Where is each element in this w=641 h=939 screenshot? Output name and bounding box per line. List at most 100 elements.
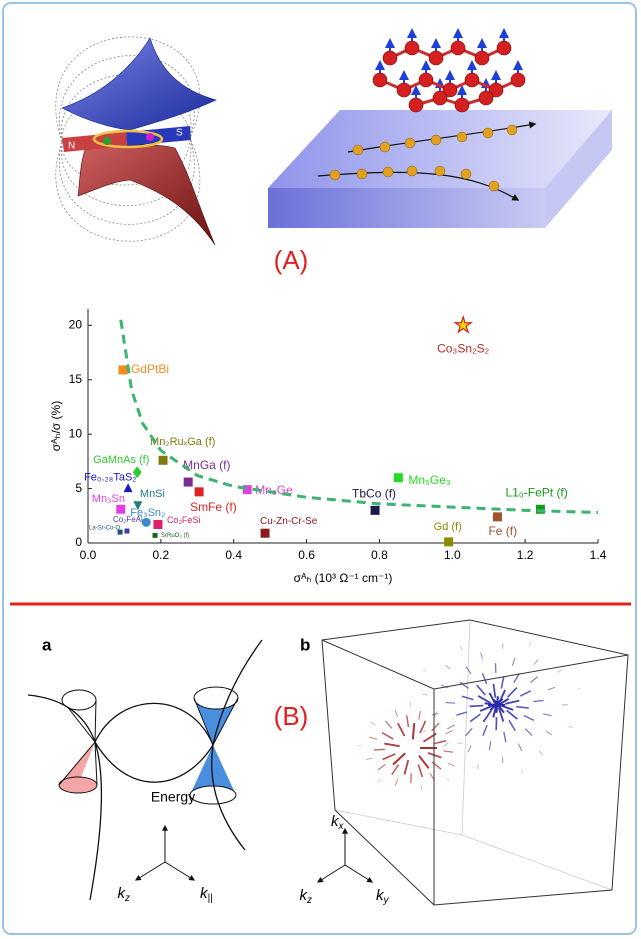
axis-label: kx (331, 813, 345, 832)
field-arrow (488, 741, 492, 751)
field-arrow (523, 714, 535, 722)
field-arrow (480, 652, 483, 660)
field-arrow (501, 756, 504, 764)
field-arrow (443, 742, 449, 747)
point-label: GaMnAs (f) (93, 454, 149, 466)
field-arrow (433, 711, 438, 717)
atom (478, 90, 494, 106)
data-point (535, 504, 545, 514)
data-point (118, 365, 128, 375)
field-arrow (497, 689, 506, 705)
subpanel-label: b (300, 635, 310, 654)
field-arrow (519, 690, 532, 697)
point-label: Mn₃Sn (92, 493, 125, 505)
field-arrow (543, 713, 552, 717)
field-arrow (533, 699, 544, 703)
field-arrow (391, 764, 400, 776)
data-point (393, 473, 403, 483)
field-arrow (511, 657, 516, 666)
field-arrow (469, 704, 484, 708)
field-arrow (556, 669, 562, 673)
field-arrow (545, 730, 553, 736)
atom (464, 72, 480, 88)
field-arrow (406, 715, 410, 728)
data-point (453, 314, 474, 334)
atom (404, 40, 420, 56)
field-arrow (547, 686, 556, 691)
field-arrow (433, 740, 447, 745)
field-arrow (381, 732, 394, 740)
field-arrow (513, 673, 520, 683)
point-label: L1₀-FePt (f) (505, 485, 567, 499)
y-tick-label: 10 (69, 426, 83, 440)
field-arrow (479, 704, 495, 712)
field-arrow (417, 764, 424, 778)
fit-line (119, 319, 599, 515)
field-arrow (403, 759, 410, 775)
atom (442, 82, 458, 98)
field-arrow (481, 673, 488, 685)
scatter-chart: 0.0 0.2 0.4 0.6 0.8 1.0 1.2 1.4 0 5 10 15 20 σᴬₕ (10³… (49, 309, 607, 585)
field-arrow (477, 764, 479, 770)
atom (454, 97, 470, 113)
field-arrow (384, 742, 400, 748)
field-arrow (423, 669, 427, 672)
point-label: Gd (f) (434, 521, 462, 533)
x-tick-label: 1.2 (517, 548, 534, 562)
field-arrow (461, 695, 474, 701)
field-arrow (370, 721, 376, 726)
atom (488, 82, 504, 98)
point-label: La-Sr-Co-O (89, 526, 120, 532)
data-point (123, 483, 133, 493)
point-label: Fe₃Sn₂ (130, 507, 165, 519)
y-axis-label: σᴬₕ/σ (%) (49, 401, 63, 451)
field-arrow (373, 748, 385, 751)
field-arrow (505, 699, 520, 705)
field-arrow (497, 707, 505, 722)
field-arrow (521, 768, 524, 773)
point-label: Co₂FeSi (167, 515, 201, 525)
atom (382, 50, 398, 66)
field-arrow (418, 710, 422, 720)
field-arrow (431, 713, 439, 716)
atom (428, 50, 444, 66)
data-point (444, 537, 454, 547)
atom (418, 72, 434, 88)
x-tick-label: 0.2 (153, 548, 170, 562)
field-arrow (377, 778, 382, 783)
field-arrow (482, 709, 493, 723)
field-arrow (396, 722, 406, 737)
atom (372, 72, 388, 88)
x-axis-label: σᴬₕ (10³ Ω⁻¹ cm⁻¹) (294, 571, 393, 585)
data-point (194, 487, 204, 497)
field-arrow (498, 703, 514, 711)
field-arrow (420, 784, 423, 791)
field-arrow (524, 728, 533, 737)
field-arrow (503, 731, 507, 743)
field-arrow (568, 725, 573, 729)
field-arrow (369, 736, 378, 740)
field-arrow (469, 713, 481, 723)
field-arrow (457, 742, 464, 744)
field-arrow (506, 709, 518, 720)
atom (510, 72, 526, 88)
axis-label: ky (376, 887, 390, 906)
field-arrow (422, 693, 428, 696)
field-arrow (451, 717, 455, 721)
data-point (117, 529, 123, 535)
field-arrow (467, 745, 472, 753)
subpanel-label: a (42, 635, 52, 654)
data-point (132, 466, 142, 479)
data-point (242, 485, 252, 495)
data-point (124, 528, 130, 534)
atom (432, 90, 448, 106)
field-arrow (506, 686, 518, 698)
atom (396, 82, 412, 98)
field-arrow (577, 688, 581, 690)
data-point (152, 532, 158, 538)
field-arrow (447, 724, 455, 730)
axis-label: kz (300, 887, 313, 906)
field-arrow (465, 727, 473, 737)
y-tick-label: 20 (69, 317, 83, 331)
